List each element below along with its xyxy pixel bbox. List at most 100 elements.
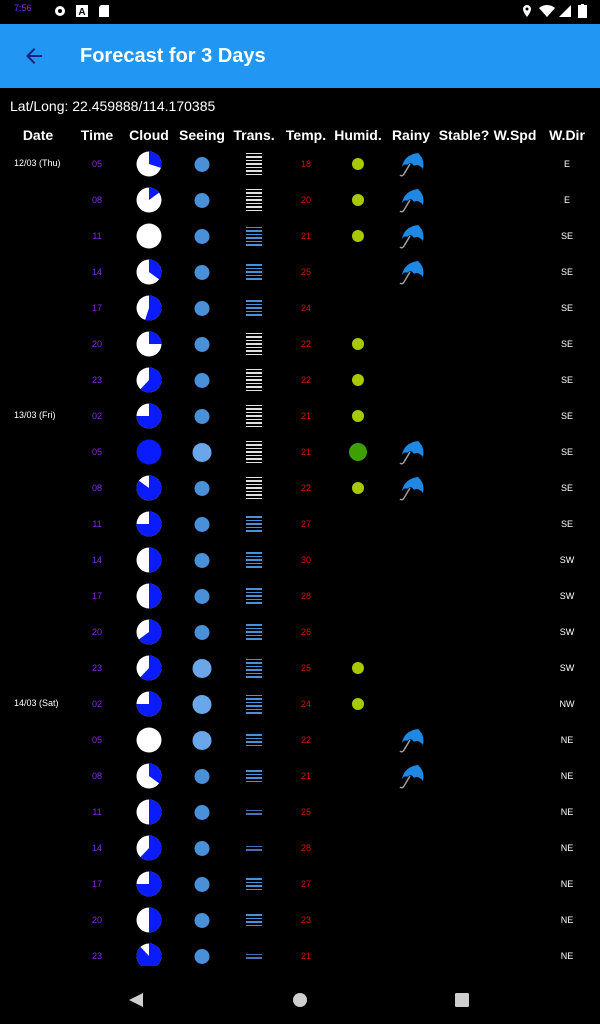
seeing-dot-icon [194, 228, 210, 244]
wind-direction-value: E [563, 159, 571, 169]
table-row[interactable]: 08 21 NE [0, 758, 600, 794]
table-row[interactable]: 20 22 SE [0, 326, 600, 362]
seeing-cell [194, 758, 210, 794]
temperature-cell: 18 [301, 146, 311, 182]
temperature-cell: 21 [301, 434, 311, 470]
transparency-cell [246, 938, 262, 966]
cloud-cell [136, 686, 162, 722]
header-transparency: Trans. [233, 127, 275, 143]
time-value: 17 [91, 591, 103, 601]
umbrella-icon [399, 477, 424, 501]
table-row[interactable]: 23 21 NE [0, 938, 600, 966]
wind-direction-value: SW [559, 591, 575, 601]
temperature-cell: 24 [301, 290, 311, 326]
transparency-bars-icon [246, 440, 262, 464]
cloud-cover-icon [136, 331, 162, 357]
table-row[interactable]: 13/03 (Fri) 02 21 SE [0, 398, 600, 434]
rainy-cell [396, 218, 426, 254]
table-row[interactable]: 14 30 SW [0, 542, 600, 578]
transparency-cell [246, 362, 262, 398]
transparency-bars-icon [246, 588, 262, 604]
seeing-dot-icon [194, 516, 210, 532]
temperature-cell: 21 [301, 758, 311, 794]
table-row[interactable]: 20 23 NE [0, 902, 600, 938]
seeing-cell [194, 218, 210, 254]
time-value: 17 [91, 879, 103, 889]
temperature-cell: 28 [301, 578, 311, 614]
transparency-cell [246, 146, 262, 182]
time-value: 14 [91, 843, 103, 853]
seeing-dot-icon [194, 480, 210, 496]
wind-direction-value: SE [560, 339, 574, 349]
table-row[interactable]: 17 27 NE [0, 866, 600, 902]
transparency-bars-icon [246, 734, 262, 746]
table-row[interactable]: 23 25 SW [0, 650, 600, 686]
transparency-bars-icon [246, 332, 262, 356]
humidity-dot-icon [352, 230, 364, 242]
table-row[interactable]: 14 28 NE [0, 830, 600, 866]
time-cell: 11 [92, 218, 101, 254]
time-value: 14 [91, 555, 103, 565]
temperature-value: 21 [300, 951, 312, 961]
table-row[interactable]: 11 21 SE [0, 218, 600, 254]
table-row[interactable]: 11 25 NE [0, 794, 600, 830]
transparency-cell [246, 902, 262, 938]
humidity-dot-icon [352, 374, 364, 386]
temperature-cell: 26 [301, 614, 311, 650]
time-value: 02 [91, 411, 103, 421]
time-value: 05 [91, 159, 103, 169]
table-row[interactable]: 17 28 SW [0, 578, 600, 614]
wind-direction-value: SE [560, 483, 574, 493]
temperature-cell: 27 [301, 866, 311, 902]
time-value: 02 [91, 699, 103, 709]
time-cell: 11 [92, 794, 101, 830]
time-value: 23 [91, 951, 103, 961]
cloud-cell [136, 614, 162, 650]
cloud-cell [136, 758, 162, 794]
time-cell: 08 [92, 182, 102, 218]
seeing-dot-icon [194, 408, 210, 424]
table-row[interactable]: 05 21 SE [0, 434, 600, 470]
cloud-cover-icon [136, 367, 162, 393]
transparency-bars-icon [246, 770, 262, 782]
time-cell: 23 [92, 938, 102, 966]
temperature-value: 22 [300, 735, 312, 745]
table-row[interactable]: 20 26 SW [0, 614, 600, 650]
seeing-cell [192, 686, 212, 722]
table-row[interactable]: 23 22 SE [0, 362, 600, 398]
table-row[interactable]: 14 25 SE [0, 254, 600, 290]
header-date: Date [22, 127, 54, 143]
cloud-cover-icon [136, 907, 162, 933]
header-humidity: Humid. [334, 127, 382, 143]
forecast-table[interactable]: 12/03 (Thu) 05 18 E 08 20 E 11 21 SE 14 25 SE 17 24 SE 2… [0, 146, 600, 966]
header-time: Time [80, 127, 114, 143]
transparency-bars-icon [246, 624, 262, 640]
transparency-cell [246, 326, 262, 362]
nav-back-icon[interactable] [128, 992, 144, 1008]
table-row[interactable]: 08 20 E [0, 182, 600, 218]
cloud-cell [136, 830, 162, 866]
wind-direction-cell: NE [561, 794, 574, 830]
temperature-cell: 21 [301, 218, 311, 254]
header-seeing: Seeing [179, 127, 225, 143]
rainy-cell [396, 182, 426, 218]
transparency-bars-icon [246, 264, 262, 280]
humidity-cell [352, 182, 364, 218]
temperature-cell: 25 [301, 254, 311, 290]
humidity-cell [349, 434, 367, 470]
temperature-value: 24 [300, 699, 312, 709]
table-row[interactable]: 08 22 SE [0, 470, 600, 506]
seeing-cell [194, 938, 210, 966]
nav-recents-icon[interactable] [454, 992, 470, 1008]
table-row[interactable]: 12/03 (Thu) 05 18 E [0, 146, 600, 182]
arrow-back-icon[interactable] [22, 44, 46, 68]
table-row[interactable]: 14/03 (Sat) 02 24 NW [0, 686, 600, 722]
seeing-dot-icon [194, 624, 210, 640]
time-cell: 17 [92, 290, 102, 326]
cloud-cover-icon [136, 259, 162, 285]
table-row[interactable]: 05 22 NE [0, 722, 600, 758]
table-row[interactable]: 17 24 SE [0, 290, 600, 326]
lat-long-label: Lat/Long: 22.459888/114.170385 [10, 98, 216, 114]
nav-home-icon[interactable] [292, 992, 308, 1008]
table-row[interactable]: 11 27 SE [0, 506, 600, 542]
